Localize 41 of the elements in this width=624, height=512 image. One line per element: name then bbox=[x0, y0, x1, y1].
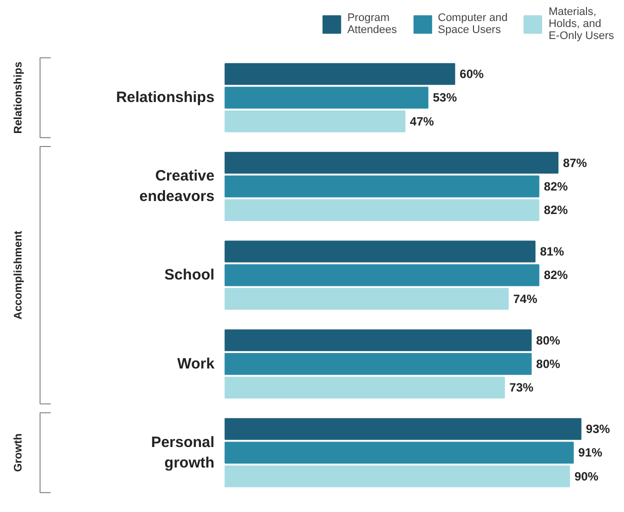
data-label: 74% bbox=[513, 292, 538, 306]
legend-label: Materials, Holds, and E-Only Users bbox=[548, 6, 614, 42]
y-tick-label: Personal growth bbox=[151, 434, 214, 472]
bar bbox=[224, 376, 505, 399]
bar bbox=[224, 288, 509, 310]
data-label: 73% bbox=[509, 380, 534, 395]
y-tick-label: Relationships bbox=[116, 89, 214, 106]
data-label: 53% bbox=[432, 90, 458, 105]
y-tick-label: School bbox=[164, 266, 214, 284]
data-label: 60% bbox=[460, 67, 484, 82]
legend-label: Program Attendees bbox=[347, 12, 397, 36]
data-label: 80% bbox=[536, 333, 561, 348]
bar bbox=[224, 63, 456, 85]
data-label: 81% bbox=[540, 244, 564, 259]
data-label: 91% bbox=[578, 446, 603, 460]
data-label: 90% bbox=[574, 469, 599, 484]
data-label: 82% bbox=[544, 203, 568, 218]
text: Growth bbox=[12, 433, 25, 472]
text: Relationships bbox=[12, 62, 25, 134]
data-label: 93% bbox=[586, 422, 610, 436]
data-label: 47% bbox=[410, 114, 434, 128]
data-label: 82% bbox=[544, 179, 568, 194]
y-tick-label: Creative endeavors bbox=[139, 168, 214, 206]
bar bbox=[224, 353, 532, 375]
bar bbox=[224, 176, 540, 198]
text: Accomplishment bbox=[12, 230, 25, 320]
bar bbox=[224, 86, 428, 109]
bar bbox=[224, 264, 540, 286]
y-tick-label: Work bbox=[177, 355, 216, 372]
bar bbox=[224, 110, 406, 132]
bar bbox=[224, 199, 540, 222]
bar bbox=[224, 465, 570, 488]
data-label: 87% bbox=[562, 156, 588, 170]
data-label: 82% bbox=[544, 268, 568, 282]
data-label: 80% bbox=[536, 356, 561, 371]
bar bbox=[224, 329, 532, 352]
bar bbox=[224, 442, 574, 464]
bar bbox=[224, 152, 558, 174]
legend-label: Computer and Space Users bbox=[438, 12, 508, 36]
bar bbox=[224, 418, 582, 440]
bar bbox=[224, 240, 536, 262]
